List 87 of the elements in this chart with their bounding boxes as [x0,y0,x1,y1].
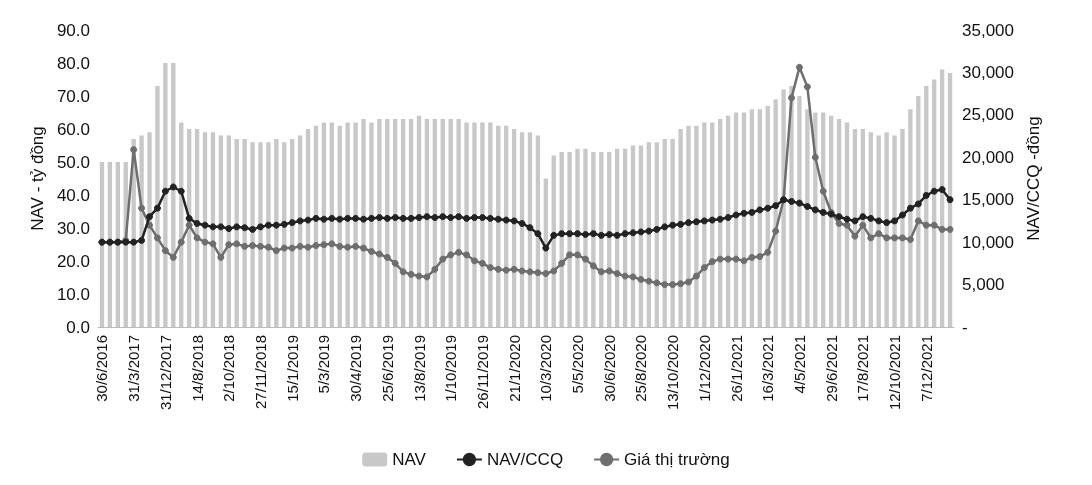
y2-tick-label: 35,000 [962,20,1014,40]
bar [258,142,263,327]
x-tick-label: 26/1/2021 [727,335,745,402]
y-tick-label: 30.0 [56,218,90,238]
x-tick-label: 14/8/2018 [188,335,206,402]
bar [163,63,168,327]
y-axis-title: NAV - tỷ đồng [28,126,48,231]
x-tick-label: 26/11/2019 [473,335,491,409]
y-tick-label: 60.0 [56,119,90,139]
bar [583,148,588,327]
bar [369,122,374,327]
x-tick-label: 13/8/2019 [410,335,428,402]
x-tick-label: 30/4/2019 [347,335,365,402]
x-tick-label: 15/1/2019 [283,335,301,402]
y2-tick-label: 10,000 [962,232,1014,252]
bar [805,109,810,327]
y2-tick-label: - [962,317,968,337]
bar [353,122,358,327]
bar [345,122,350,327]
x-tick-label: 1/10/2019 [442,335,460,402]
legend-label: Giá thị trường [624,450,730,469]
bar [591,152,596,327]
bar [773,99,778,327]
x-tick-label: 31/3/2017 [125,335,143,402]
y2-tick-label: 15,000 [962,190,1014,210]
x-tick-label: 7/12/2021 [917,335,935,402]
x-tick-label: 13/10/2020 [664,335,682,411]
x-tick-label: 5/5/2020 [569,335,587,394]
x-tick-label: 21/1/2020 [505,335,523,402]
bar [155,86,160,327]
y-tick-label: 40.0 [56,185,90,205]
x-tick-label: 29/6/2021 [822,335,840,402]
y-tick-label: 10.0 [56,284,90,304]
bar [488,122,493,327]
y-tick-label: 0.0 [66,317,90,337]
y-tick-label: 80.0 [56,53,90,73]
bar [892,135,897,327]
x-tick-label: 1/12/2020 [695,335,713,402]
y2-tick-label: 20,000 [962,147,1014,167]
bar [916,96,921,327]
bar [686,125,691,327]
bar [702,122,707,327]
bar [900,129,905,327]
x-tick-label: 10/3/2020 [537,335,555,402]
bar [274,138,279,327]
x-tick-label: 30/6/2016 [93,335,111,402]
legend-label: NAV [392,450,427,469]
bar [694,125,699,327]
bar [464,122,469,327]
bar [575,148,580,327]
y-tick-label: 20.0 [56,251,90,271]
bar [147,132,152,327]
bar [377,119,382,327]
x-tick-label: 2/10/2018 [220,335,238,402]
x-tick-label: 17/8/2021 [854,335,872,402]
bar [797,96,802,327]
bar [456,119,461,327]
y2-tick-label: 25,000 [962,105,1014,125]
y2-axis-title: NAV/CCQ -đồng [1023,116,1043,241]
x-tick-label: 25/6/2019 [378,335,396,402]
bar [567,152,572,327]
bar [242,138,247,327]
bar [670,138,675,327]
bar [361,119,366,327]
legend-label: NAV/CCQ [486,450,564,469]
y2-tick-label: 5,000 [962,275,1005,295]
bar [266,142,271,327]
bar [884,132,889,327]
y-tick-label: 90.0 [56,20,90,40]
x-tick-label: 5/3/2019 [315,335,333,394]
x-tick-label: 30/6/2020 [600,335,618,402]
bar [781,89,786,327]
bar [559,152,564,327]
bar [472,122,477,327]
y-tick-label: 70.0 [56,86,90,106]
x-tick-label: 25/8/2020 [632,335,650,402]
bar [480,122,485,327]
bar [250,142,255,327]
x-tick-label: 4/5/2021 [790,335,808,394]
x-tick-label: 31/12/2017 [156,335,174,411]
bar [908,109,913,327]
x-tick-label: 27/11/2018 [251,335,269,409]
y2-tick-label: 30,000 [962,62,1014,82]
bar [678,129,683,327]
x-tick-label: 12/10/2021 [886,335,904,411]
x-tick-label: 16/3/2021 [759,335,777,402]
y-tick-label: 50.0 [56,152,90,172]
